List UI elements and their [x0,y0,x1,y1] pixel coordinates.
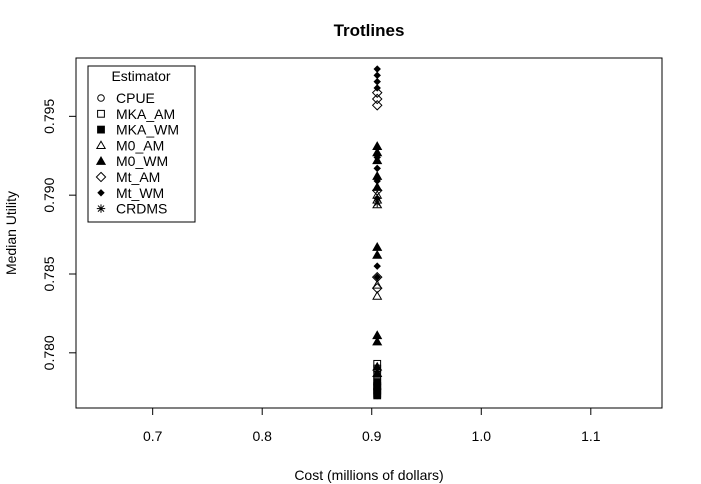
y-tick-label: 0.785 [41,256,57,291]
series-crdms [373,198,382,394]
series-mt-wm [373,65,381,281]
data-point [373,198,382,208]
legend-label: MKA_AM [116,106,175,122]
data-point [372,249,383,259]
data-point [373,164,381,173]
legend-entry: MKA_WM [97,122,179,138]
chart-title: Trotlines [334,21,405,40]
y-axis-label: Median Utility [3,191,19,275]
legend-box [87,65,196,223]
legend-label: MKA_WM [116,122,179,138]
legend-symbol [97,189,105,197]
data-point [372,199,383,209]
data-point [373,177,381,185]
data-point [372,279,383,289]
y-tick-label: 0.790 [41,177,57,212]
legend-entry: CPUE [97,90,155,106]
legend-symbol [95,140,107,150]
y-tick-label: 0.795 [41,99,57,134]
x-tick-label: 0.9 [362,428,382,444]
x-tick-label: 0.7 [143,428,163,444]
x-axis: 0.7 0.8 0.9 1.0 1.1 [143,407,601,444]
data-point [373,384,382,394]
data-point [373,77,381,86]
data-point [372,336,383,346]
data-point [371,93,383,105]
legend: Estimator CPUEMKA_AMMKA_WMM0_AMM0_WMMt_A… [87,65,196,223]
legend-entry: M0_WM [95,153,168,169]
data-points [371,65,383,400]
x-axis-label: Cost (millions of dollars) [294,467,443,483]
data-point [373,65,381,73]
data-point [372,241,383,251]
y-axis: 0.780 0.785 0.790 0.795 [41,99,77,370]
data-point [372,290,383,300]
legend-label: Mt_WM [116,185,164,201]
x-tick-label: 1.1 [581,428,601,444]
legend-entry: CRDMS [96,201,167,217]
series-m0-wm [372,141,383,377]
legend-title: Estimator [111,68,170,84]
data-point [371,282,383,294]
legend-label: CPUE [116,90,155,106]
y-tick-label: 0.780 [41,335,57,370]
legend-symbol [97,94,105,102]
legend-symbol [95,155,107,165]
data-point [373,153,381,162]
series-mt-am [371,87,383,294]
data-point [371,87,383,98]
data-point [372,368,383,377]
data-point [371,271,383,283]
legend-label: M0_AM [116,137,164,153]
x-tick-label: 0.8 [252,428,272,444]
data-point [371,99,383,111]
legend-entry: MKA_AM [97,106,175,122]
legend-symbol [96,204,106,213]
data-point [373,262,381,270]
legend-entry: M0_AM [95,137,164,153]
data-point [373,273,381,281]
data-point [373,84,381,92]
legend-label: CRDMS [116,201,167,217]
x-tick-label: 1.0 [472,428,492,444]
legend-entry: Mt_AM [95,169,160,185]
data-point [373,71,381,80]
legend-symbol [95,171,107,183]
legend-label: M0_WM [116,153,168,169]
legend-symbol [97,125,105,134]
legend-label: Mt_AM [116,169,160,185]
legend-symbol [97,109,105,118]
legend-entry: Mt_WM [97,185,164,201]
